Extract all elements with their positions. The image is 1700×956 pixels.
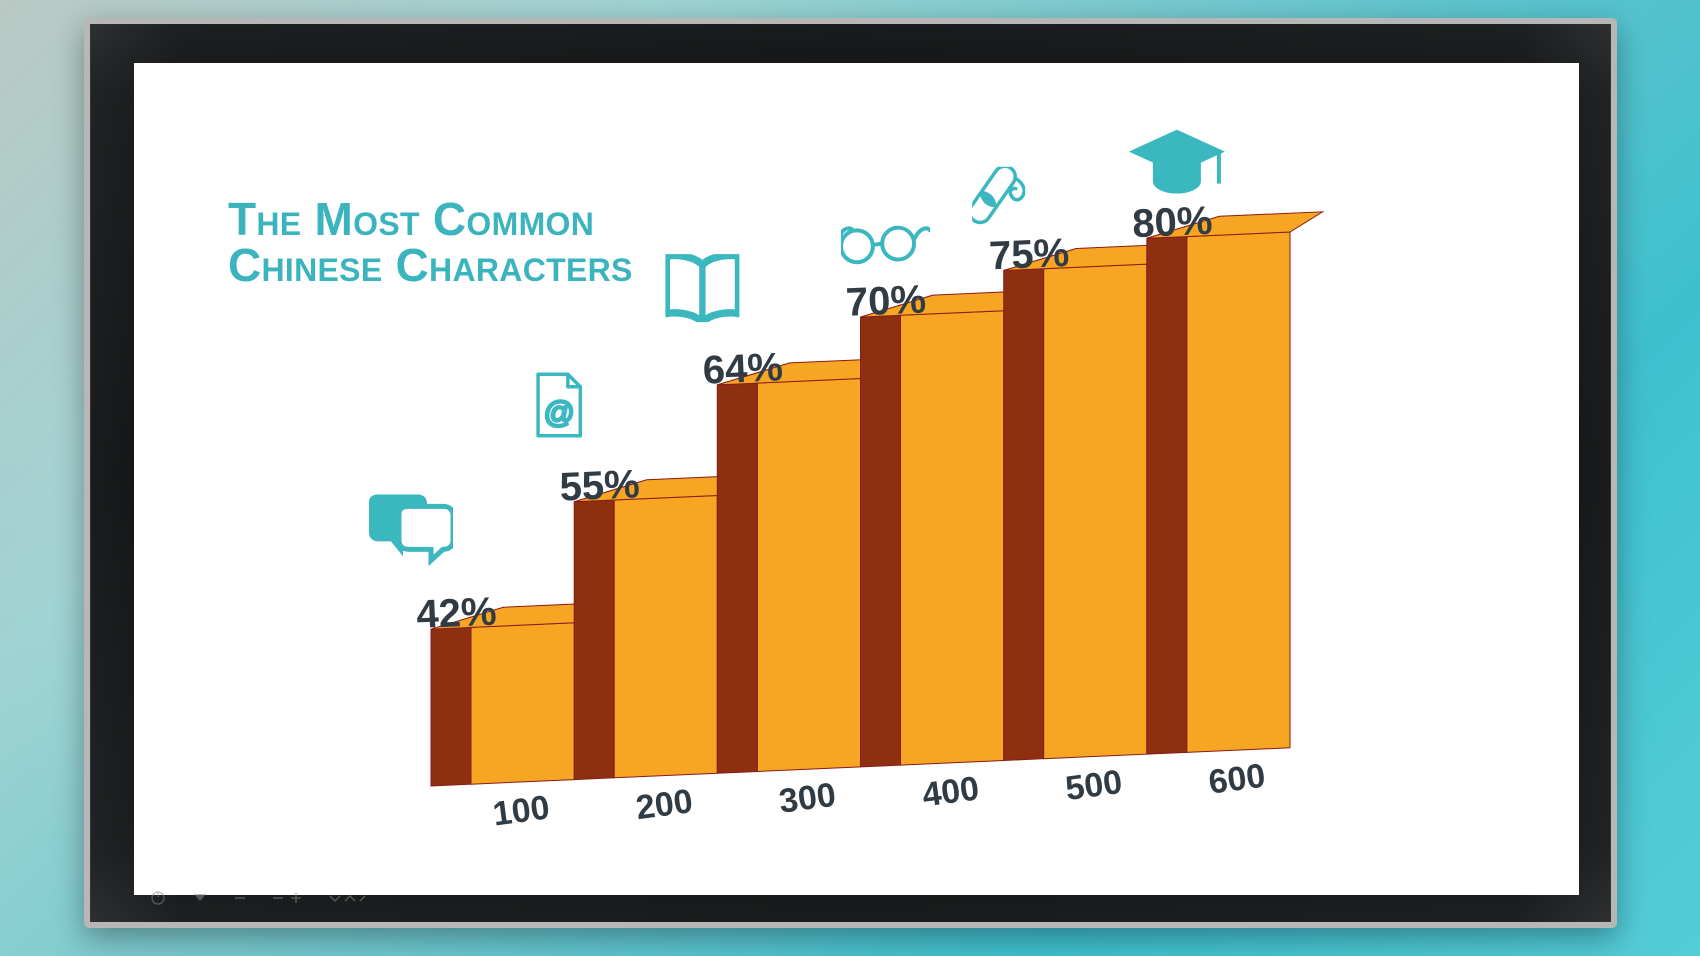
svg-text:75%: 75% bbox=[988, 231, 1070, 278]
svg-text:600: 600 bbox=[1206, 757, 1267, 802]
svg-text:70%: 70% bbox=[845, 277, 927, 324]
svg-text:100: 100 bbox=[491, 788, 552, 833]
svg-text:400: 400 bbox=[920, 769, 981, 814]
svg-text:55%: 55% bbox=[559, 462, 641, 509]
svg-text:64%: 64% bbox=[702, 345, 784, 392]
svg-text:42%: 42% bbox=[415, 590, 497, 637]
svg-text:300: 300 bbox=[777, 776, 838, 821]
svg-text:80%: 80% bbox=[1131, 199, 1213, 246]
svg-text:500: 500 bbox=[1063, 763, 1124, 808]
svg-text:@: @ bbox=[544, 394, 575, 429]
svg-text:200: 200 bbox=[634, 782, 695, 827]
